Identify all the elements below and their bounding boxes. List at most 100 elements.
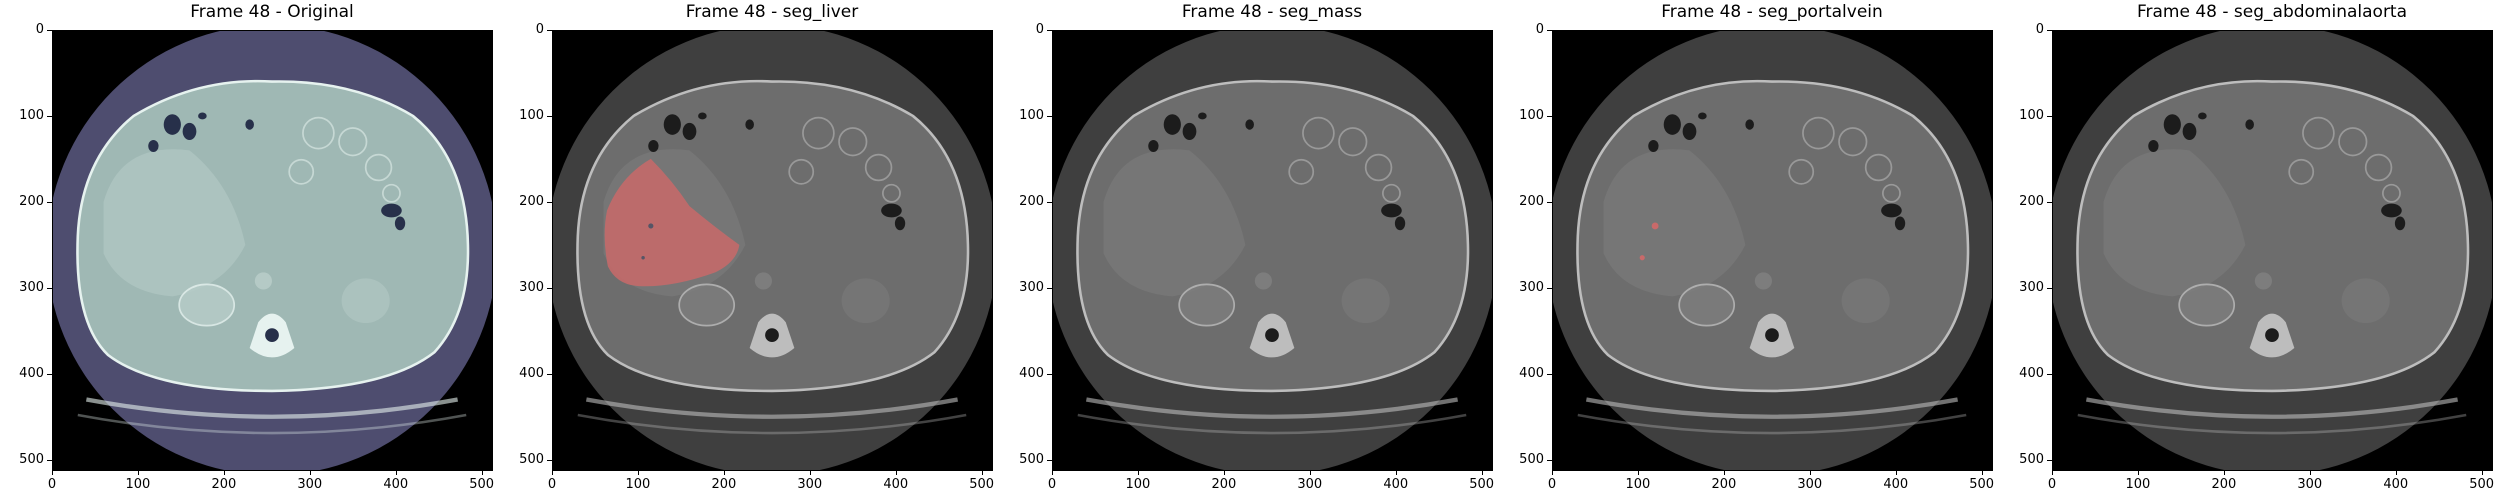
x-tick-label: 100 <box>625 477 651 492</box>
x-tick-mark <box>809 470 811 475</box>
y-tick-label: 0 <box>35 22 44 37</box>
x-tick-mark <box>1895 470 1897 475</box>
bowel-loop <box>2338 127 2368 157</box>
scanner-table <box>1085 397 1459 419</box>
x-tick-mark <box>981 470 983 475</box>
y-tick-label: 500 <box>1519 451 1544 467</box>
bowel-gas <box>381 203 402 218</box>
x-tick-mark <box>552 470 553 475</box>
y-tick-label: 300 <box>1019 279 1044 295</box>
y-tick-mark <box>47 287 52 289</box>
x-tick-label: 300 <box>2297 477 2323 492</box>
bowel-loop <box>2364 153 2393 182</box>
y-tick-mark <box>1547 373 1552 375</box>
x-tick-mark <box>723 470 725 475</box>
x-tick-label: 200 <box>1211 477 1237 492</box>
liver-region <box>103 149 246 297</box>
bowel-gas <box>2182 122 2197 140</box>
y-tick-mark <box>47 115 52 117</box>
y-tick-label: 300 <box>19 279 44 295</box>
y-tick-label: 400 <box>2019 365 2044 381</box>
bowel-loop <box>2382 183 2401 203</box>
x-tick-mark <box>2395 470 2397 475</box>
spinal-canal <box>1765 328 1779 342</box>
bowel-gas <box>2163 114 2181 135</box>
x-tick-label: 500 <box>1469 477 1495 492</box>
portalvein-segmentation <box>1639 255 1645 261</box>
x-tick-mark <box>1809 470 1811 475</box>
x-tick-label: 0 <box>47 477 57 492</box>
x-tick-label: 100 <box>1125 477 1151 492</box>
bowel-loop <box>1802 116 1835 150</box>
left-kidney <box>2341 278 2390 324</box>
y-tick-label: 100 <box>1019 107 1044 123</box>
x-tick-mark <box>1137 470 1139 475</box>
scanner-table <box>2085 397 2459 419</box>
y-tick-mark <box>2047 30 2052 31</box>
scanner-table-lower <box>77 413 467 435</box>
scanner-table <box>1585 397 1959 419</box>
y-tick-mark <box>47 459 52 461</box>
bowel-gas <box>894 216 906 231</box>
y-tick-mark <box>2047 373 2052 375</box>
y-tick-label: 300 <box>1519 279 1544 295</box>
spinal-canal <box>765 328 779 342</box>
bowel-gas <box>663 114 681 135</box>
scanner-table-lower <box>577 413 967 435</box>
bowel-loop <box>1838 127 1868 157</box>
x-tick-label: 200 <box>211 477 237 492</box>
y-tick-label: 200 <box>1019 193 1044 209</box>
left-kidney <box>841 278 890 324</box>
bowel-loop <box>1364 153 1393 182</box>
x-tick-label: 100 <box>1625 477 1651 492</box>
bowel-gas <box>745 119 754 130</box>
bowel-gas <box>698 112 707 120</box>
spinal-canal <box>2265 328 2279 342</box>
bowel-gas <box>148 140 159 153</box>
bowel-gas <box>1682 122 1697 140</box>
bowel-gas <box>1698 112 1707 120</box>
x-tick-mark <box>1223 470 1225 475</box>
scanner-table-lower <box>2077 413 2467 435</box>
x-tick-mark <box>309 470 311 475</box>
right-kidney <box>1678 283 1736 327</box>
panel-title: Frame 48 - seg_abdominalaorta <box>2136 2 2408 22</box>
y-tick-mark <box>547 373 552 375</box>
liver-region <box>1103 149 1246 297</box>
y-tick-label: 100 <box>2019 107 2044 123</box>
x-tick-mark <box>1981 470 1983 475</box>
y-tick-mark <box>1047 30 1052 31</box>
aorta <box>2254 272 2272 290</box>
y-tick-label: 100 <box>519 107 544 123</box>
y-tick-label: 400 <box>1519 365 1544 381</box>
scanner-table <box>585 397 959 419</box>
bowel-loop <box>788 158 815 185</box>
y-tick-mark <box>2047 287 2052 289</box>
left-kidney <box>1341 278 1390 324</box>
x-tick-mark <box>223 470 225 475</box>
x-tick-mark <box>1309 470 1311 475</box>
x-tick-label: 0 <box>1047 477 1057 492</box>
y-tick-mark <box>1547 30 1552 31</box>
y-tick-label: 0 <box>1535 22 1544 37</box>
bowel-gas <box>1245 119 1254 130</box>
x-tick-label: 300 <box>797 477 823 492</box>
bowel-gas <box>1381 203 1402 218</box>
bowel-gas <box>1182 122 1197 140</box>
bowel-gas <box>2245 119 2254 130</box>
bowel-loop <box>382 183 401 203</box>
y-tick-label: 300 <box>519 279 544 295</box>
y-tick-mark <box>2047 459 2052 461</box>
x-tick-label: 400 <box>2383 477 2409 492</box>
x-tick-label: 0 <box>1547 477 1557 492</box>
x-tick-mark <box>2481 470 2483 475</box>
x-tick-mark <box>52 470 53 475</box>
spinal-canal <box>265 328 279 342</box>
y-tick-mark <box>1547 201 1552 203</box>
y-tick-mark <box>47 373 52 375</box>
x-tick-mark <box>137 470 139 475</box>
bowel-gas <box>682 122 697 140</box>
bowel-loop <box>1338 127 1368 157</box>
scanner-table-lower <box>1077 413 1467 435</box>
y-tick-label: 500 <box>2019 451 2044 467</box>
